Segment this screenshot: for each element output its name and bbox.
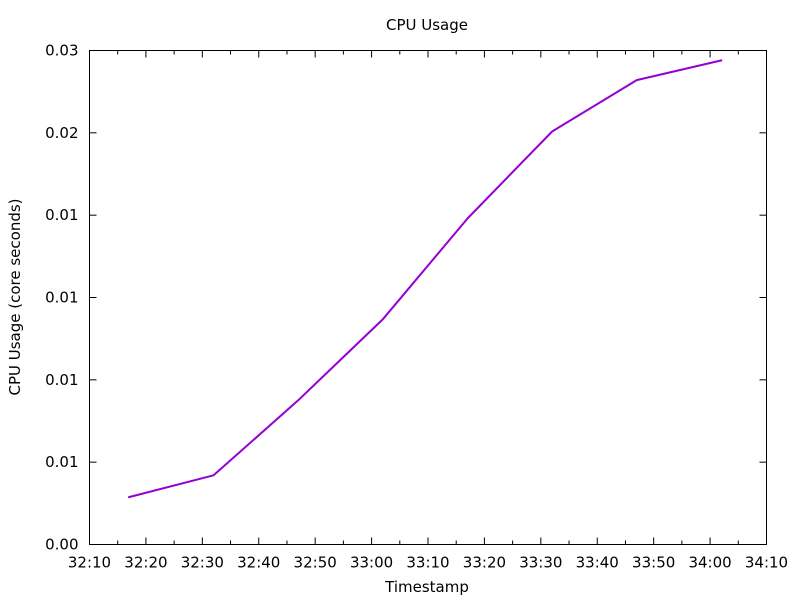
y-tick-label: 0.01 [45, 206, 78, 224]
chart-title: CPU Usage [386, 16, 468, 34]
y-tick-label: 0.00 [45, 536, 78, 554]
series-line [128, 59, 723, 499]
x-tick-label: 33:50 [632, 554, 675, 572]
y-tick-label: 0.01 [45, 289, 78, 307]
x-tick-label: 34:00 [688, 554, 731, 572]
y-tick-label: 0.02 [45, 124, 78, 142]
x-tick-label: 33:30 [519, 554, 562, 572]
x-tick-label: 32:10 [68, 554, 111, 572]
x-axis-title: Timestamp [384, 578, 469, 596]
y-tick-label: 0.03 [45, 42, 78, 60]
axis-ticks: 32:10 32:20 32:30 32:40 32:50 33:00 33:10 33:20… [45, 42, 788, 572]
y-axis-title: CPU Usage (core seconds) [6, 198, 24, 395]
x-tick-label: 32:50 [294, 554, 337, 572]
y-tick-label: 0.01 [45, 453, 78, 471]
x-tick-label: 33:20 [463, 554, 506, 572]
y-tick-label: 0.01 [45, 371, 78, 389]
x-tick-label: 33:40 [576, 554, 619, 572]
x-tick-label: 32:40 [237, 554, 280, 572]
series-layer [128, 59, 723, 499]
x-tick-label: 32:20 [124, 554, 167, 572]
x-tick-label: 33:10 [406, 554, 449, 572]
plot-frame [89, 50, 767, 545]
x-tick-label: 33:00 [350, 554, 393, 572]
x-tick-label: 32:30 [181, 554, 224, 572]
x-tick-label: 34:10 [745, 554, 788, 572]
